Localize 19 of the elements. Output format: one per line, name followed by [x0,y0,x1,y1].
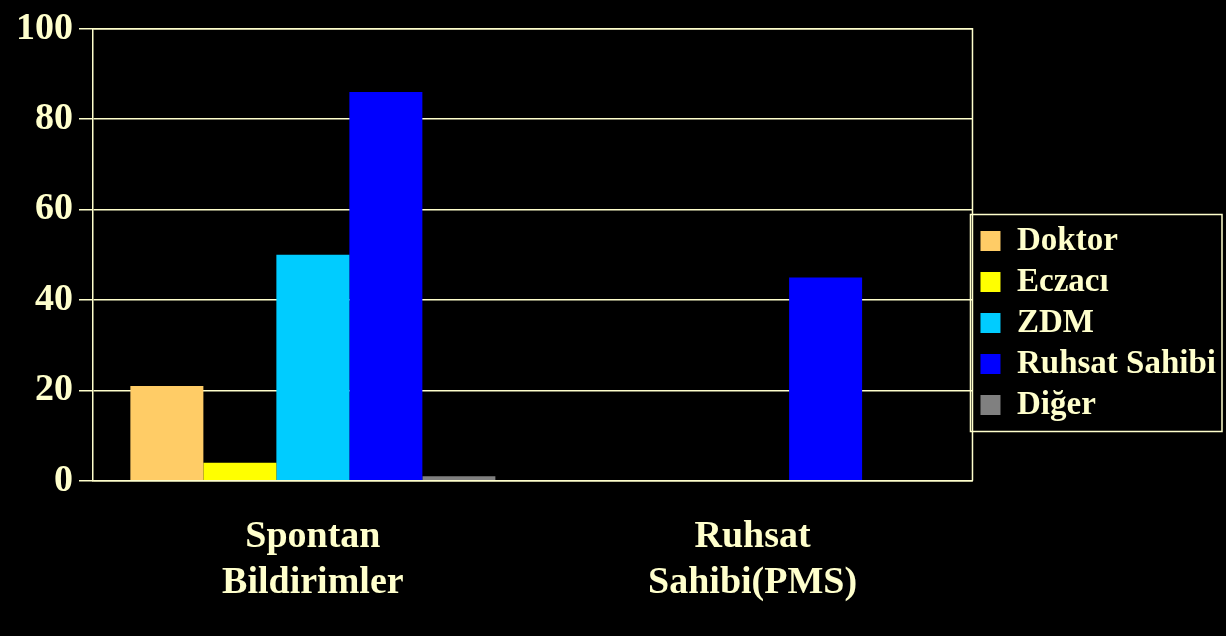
legend-label: Ruhsat Sahibi [1016,343,1216,380]
bar [349,92,423,481]
legend-label: Diğer [1016,384,1096,421]
y-tick-label: 20 [35,366,73,409]
y-tick-label: 40 [35,275,73,318]
y-tick-label: 0 [54,456,73,499]
y-tick-label: 100 [16,4,73,47]
bar [276,254,350,481]
legend-label: Eczacı [1016,261,1109,298]
y-tick-label: 60 [35,185,73,228]
x-tick-label: Ruhsat Sahibi(PMS) [648,513,858,603]
bar [203,462,277,481]
bar [422,476,496,481]
bar [130,385,204,481]
x-tick-label: Spontan Bildirimler [222,513,404,602]
bar [789,277,863,481]
legend-label: Doktor [1016,220,1118,257]
y-tick-label: 80 [35,95,73,138]
legend-label: ZDM [1016,302,1094,339]
